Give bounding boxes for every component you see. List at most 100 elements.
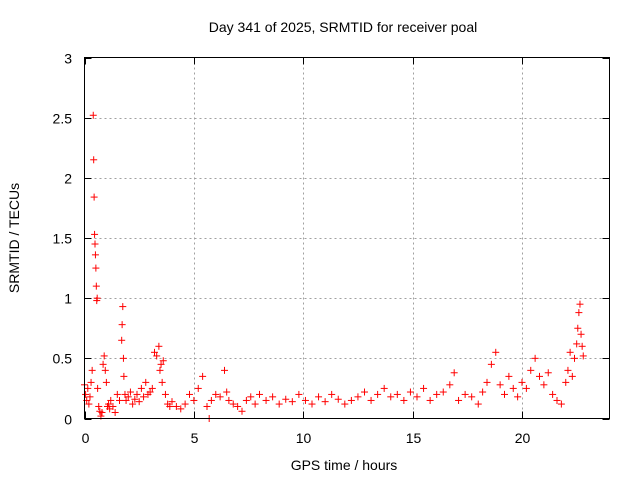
data-point [242,396,250,404]
data-point [256,390,263,398]
data-point [251,400,259,408]
data-point [158,378,166,386]
data-point [212,390,220,398]
x-tick-label: 15 [406,430,422,446]
data-point [505,372,513,380]
data-point [400,396,408,404]
x-axis-label: GPS time / hours [291,457,398,473]
data-point [166,402,174,410]
data-point [181,400,189,408]
data-point [479,388,487,396]
data-point [575,309,583,317]
data-point [474,400,482,408]
data-point [194,384,202,392]
x-tick-label: 0 [82,430,90,446]
data-point [118,321,126,329]
data-point [387,393,395,401]
data-point [518,378,526,386]
data-point [89,111,97,119]
data-point [92,282,100,290]
data-point [91,240,99,248]
axis-ticks [84,57,610,420]
data-point [374,390,382,398]
data-point [455,396,463,404]
x-tick-labels: 0 5 10 15 20 [82,430,531,446]
data-point [131,395,139,403]
data-point [122,396,130,404]
data-point [321,398,329,406]
data-point [101,366,109,374]
data-point [247,393,255,401]
data-point [439,388,447,396]
data-point [262,396,270,404]
data-point [229,400,237,408]
data-point [85,400,93,408]
data-point [135,398,143,406]
data-point [95,402,103,410]
data-point [172,402,180,410]
data-point [90,156,98,164]
data-point [295,390,303,398]
data-point [82,390,90,398]
data-point [216,393,224,401]
data-point [468,393,476,401]
data-point [116,396,123,404]
data-point [275,400,283,408]
data-point [91,251,99,259]
data-point [522,384,530,392]
data-point [380,384,388,392]
data-point [113,390,121,398]
x-tick-label: 5 [191,430,199,446]
plot-frame [84,57,610,419]
data-point [308,400,316,408]
data-point [579,352,587,360]
data-point [450,369,458,377]
data-point [571,354,578,362]
data-point [288,398,296,406]
data-point [140,393,148,401]
data-point [91,230,99,238]
data-point [238,407,246,415]
y-tick-label: 3 [64,51,72,67]
data-point [562,378,570,386]
data-point [137,384,145,392]
data-point [549,390,557,398]
data-point [118,336,126,344]
data-point [168,398,176,406]
data-point [553,396,561,404]
data-point [161,390,169,398]
data-point [119,354,127,362]
data-point [540,381,548,389]
data-point [406,388,414,396]
data-point [102,378,110,386]
data-point [133,390,141,398]
data-point [496,381,504,389]
data-point [426,396,434,404]
data-point [361,388,368,396]
data-point [221,366,228,374]
data-point [354,393,362,401]
data-point [393,390,401,398]
data-point [461,390,469,398]
x-tick-label: 10 [296,430,312,446]
y-axis-label: SRMTID / TECUs [6,183,22,293]
data-point [514,393,522,401]
data-point [225,396,233,404]
data-point [186,390,193,398]
data-point [105,400,113,408]
data-point [566,348,574,356]
data-point [282,395,290,403]
data-point [334,395,342,403]
data-point [156,366,164,374]
data-point [223,388,231,396]
data-point [341,400,349,408]
data-point [234,402,242,410]
data-point [88,366,96,374]
data-point [483,378,491,386]
x-tick-label: 20 [515,430,531,446]
y-tick-label: 0.5 [53,351,73,367]
data-point [92,264,100,272]
data-point [99,360,107,368]
data-point [84,384,92,392]
data-point [155,342,163,350]
